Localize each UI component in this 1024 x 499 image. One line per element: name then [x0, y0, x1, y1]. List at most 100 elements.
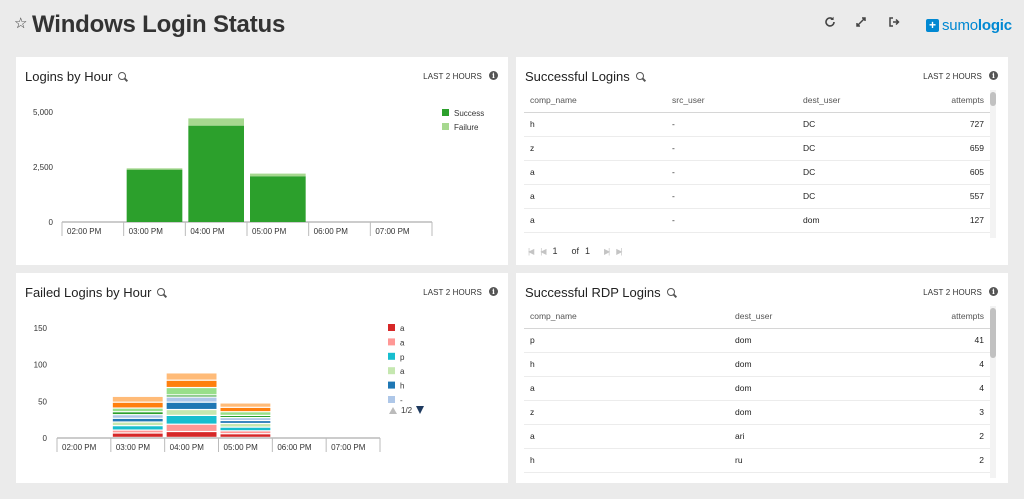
bar-segment: [220, 421, 271, 423]
column-header[interactable]: dest_user: [797, 88, 902, 113]
legend-page-label: 1/2: [401, 406, 413, 415]
info-icon[interactable]: i: [989, 287, 998, 296]
bar-segment: [220, 424, 271, 427]
info-icon[interactable]: i: [489, 71, 498, 80]
legend-swatch: [388, 396, 395, 403]
refresh-icon[interactable]: [822, 16, 838, 32]
legend-swatch: [442, 109, 449, 116]
sumologic-logo: + sumologic: [926, 16, 1012, 34]
zoom-icon[interactable]: [157, 287, 167, 298]
legend-label: p: [400, 353, 405, 362]
dashboard-header: ☆ Windows Login Status + sumologic: [0, 0, 1024, 52]
column-header[interactable]: src_user: [666, 88, 797, 113]
legend-label: Success: [454, 109, 484, 118]
bar-segment: [188, 125, 244, 222]
column-header[interactable]: comp_name: [524, 304, 729, 329]
share-icon[interactable]: [886, 16, 902, 32]
x-tick-label: 02:00 PM: [67, 227, 102, 236]
bar-segment: [220, 416, 271, 417]
page-of-label: of: [571, 246, 579, 256]
star-icon[interactable]: ☆: [14, 15, 28, 32]
table-scrollbar[interactable]: [990, 306, 996, 478]
bar-segment: [166, 410, 217, 415]
table-header-row: comp_name src_user dest_user attempts: [524, 88, 990, 113]
failed-logins-chart: 0 50 100 150 02:00 PM 03:00 PM 04:00 PM 05:00 P…: [34, 324, 424, 452]
prev-page-icon[interactable]: |◀: [540, 246, 546, 256]
next-page-icon[interactable]: ▶|: [604, 246, 610, 256]
bar-segment: [220, 431, 271, 434]
x-tick-label: 06:00 PM: [277, 443, 312, 452]
legend-label: a: [400, 324, 405, 333]
bar-segment: [166, 380, 217, 387]
bar-segment: [166, 416, 217, 424]
legend-prev-icon: [389, 407, 397, 414]
bar-segment: [112, 418, 163, 422]
legend-label: -: [400, 396, 403, 405]
table-row: h ru 2: [524, 448, 990, 473]
bar-segment: [220, 427, 271, 431]
last-page-icon[interactable]: ▶|: [616, 246, 622, 256]
logins-by-hour-panel: Logins by Hour LAST 2 HOURS i 0 2,500 5,00…: [16, 57, 508, 265]
info-icon[interactable]: i: [489, 287, 498, 296]
time-range[interactable]: LAST 2 HOURS: [923, 288, 982, 297]
y-tick-label: 0: [43, 434, 48, 443]
zoom-icon[interactable]: [635, 71, 646, 82]
panel-title: Logins by Hour: [25, 69, 113, 84]
bar-segment: [112, 396, 163, 402]
bar-segment: [220, 434, 271, 437]
x-tick-label: 03:00 PM: [116, 443, 151, 452]
bar-segment: [166, 424, 217, 431]
bar-segment: [126, 169, 183, 222]
column-header[interactable]: dest_user: [729, 304, 879, 329]
table-row: a - DC 605: [524, 160, 990, 185]
scrollbar-thumb[interactable]: [990, 92, 996, 106]
column-header[interactable]: comp_name: [524, 88, 666, 113]
time-range[interactable]: LAST 2 HOURS: [423, 72, 482, 81]
table-row: h dom 4: [524, 352, 990, 377]
x-tick-label: 02:00 PM: [62, 443, 97, 452]
legend-label: Failure: [454, 123, 479, 132]
bar-segment: [220, 418, 271, 420]
fullscreen-icon[interactable]: [853, 16, 869, 32]
x-tick-label: 04:00 PM: [170, 443, 205, 452]
x-tick-label: 07:00 PM: [375, 227, 410, 236]
rdp-logins-table: comp_name dest_user attempts p dom 41 h dom…: [524, 304, 990, 473]
scrollbar-thumb[interactable]: [990, 308, 996, 358]
column-header[interactable]: attempts: [902, 88, 990, 113]
time-range[interactable]: LAST 2 HOURS: [423, 288, 482, 297]
bar-segment: [112, 412, 163, 415]
successful-rdp-logins-panel: Successful RDP Logins LAST 2 HOURS i com…: [516, 273, 1008, 483]
bar-segment: [112, 430, 163, 433]
y-tick-label: 5,000: [33, 108, 54, 117]
table-row: h - DC 727: [524, 112, 990, 137]
table-scrollbar[interactable]: [990, 90, 996, 238]
x-tick-label: 05:00 PM: [224, 443, 259, 452]
panel-title: Successful RDP Logins: [525, 285, 661, 300]
table-header-row: comp_name dest_user attempts: [524, 304, 990, 329]
bar-segment: [166, 395, 217, 397]
table-row: p dom 41: [524, 328, 990, 353]
bar-segment: [220, 407, 271, 412]
first-page-icon[interactable]: |◀: [528, 246, 534, 256]
bar-segment: [112, 422, 163, 426]
y-tick-label: 100: [34, 361, 48, 370]
table-row: a - DC 557: [524, 184, 990, 209]
y-tick-label: 50: [38, 397, 47, 406]
bar-segment: [250, 176, 306, 222]
zoom-icon[interactable]: [666, 287, 677, 298]
x-tick-label: 06:00 PM: [314, 227, 349, 236]
table-row: a - dom 127: [524, 208, 990, 233]
column-header[interactable]: attempts: [879, 304, 990, 329]
time-range[interactable]: LAST 2 HOURS: [923, 72, 982, 81]
plus-icon: +: [926, 18, 939, 32]
page-total: 1: [585, 246, 591, 256]
table-row: z dom 3: [524, 400, 990, 425]
logins-by-hour-chart: 0 2,500 5,000 02:00 PM 03:00 PM 04:00 PM 05:00…: [33, 108, 484, 236]
pagination: |◀ |◀ 1 of 1 ▶| ▶|: [528, 246, 628, 256]
page-number[interactable]: 1: [552, 246, 558, 256]
zoom-icon[interactable]: [118, 71, 128, 82]
info-icon[interactable]: i: [989, 71, 998, 80]
legend-label: a: [400, 367, 405, 376]
bar-segment: [166, 388, 217, 395]
y-tick-label: 2,500: [33, 163, 54, 172]
